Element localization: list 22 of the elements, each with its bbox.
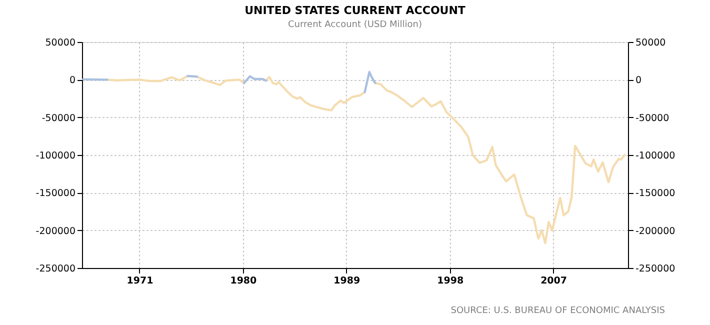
y-tick-label: 0 [69,75,76,86]
source-note: SOURCE: U.S. BUREAU OF ECONOMIC ANALYSIS [450,306,666,316]
y-tick-label: -250000 [36,264,76,274]
y2-tick-label: -100000 [636,150,676,162]
y-tick-label: -200000 [36,226,76,237]
y2-tick-label: -150000 [636,188,676,200]
y-tick-label: -100000 [36,150,76,162]
y-tick-label: 50000 [45,38,76,48]
chart-title: UNITED STATES CURRENT ACCOUNT [244,4,466,17]
x-tick-label: 2007 [540,276,568,286]
y-tick-label: -150000 [36,188,76,200]
y2-tick-label: 0 [636,75,642,86]
y2-tick-label: -50000 [636,112,670,124]
y2-tick-label: -200000 [636,226,676,237]
x-tick-label: 1980 [230,276,258,286]
x-tick-label: 1971 [126,276,154,286]
x-tick-label: 1998 [437,276,464,286]
y2-tick-label: 50000 [636,38,666,48]
y2-tick-label: -250000 [636,264,676,274]
chart-subtitle: Current Account (USD Million) [288,20,422,30]
y-tick-label: -50000 [42,112,76,124]
x-tick-label: 1989 [334,276,360,286]
